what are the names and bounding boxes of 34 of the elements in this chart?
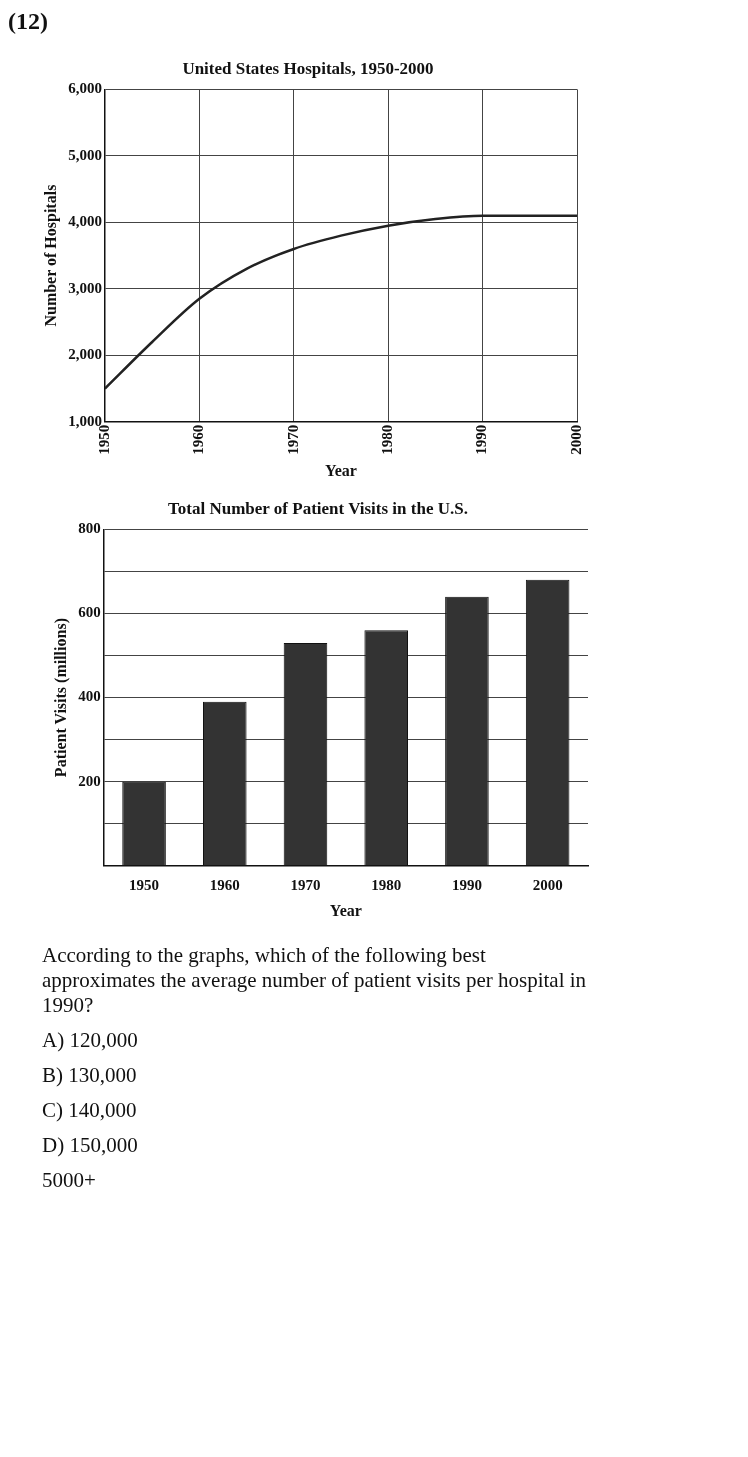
y-tick-label: 6,000 [68,80,102,97]
x-axis-title: Year [324,461,357,479]
y-tick-label: 200 [78,772,101,789]
x-axis-title: Year [329,901,362,919]
x-tick-label: 2000 [532,876,563,893]
y-axis-title: Number of Hospitals [41,184,60,327]
x-tick-label: 1990 [451,876,482,893]
chart-title: Total Number of Patient Visits in the U.S. [168,498,468,518]
x-tick-label: 1970 [290,876,321,893]
text: D) 150,000 [42,1133,139,1158]
x-tick-label: 1970 [284,424,301,455]
y-tick-label: 4,000 [68,213,102,230]
y-tick-label: 2,000 [68,346,102,363]
y-tick-label: 800 [78,520,101,537]
text: (12) [8,8,49,35]
text: C) 140,000 [42,1098,138,1123]
chart-title: United States Hospitals, 1950-2000 [182,58,434,78]
text: 5000+ [42,1168,97,1193]
text: B) 130,000 [42,1063,138,1088]
y-tick-label: 5,000 [68,146,102,163]
line-series [104,214,577,390]
y-tick-label: 600 [78,604,101,621]
y-axis-title: Patient Visits (millions) [51,618,70,778]
x-tick-label: 1990 [473,424,490,455]
text: A) 120,000 [42,1028,139,1053]
x-tick-label: 1980 [371,876,402,893]
y-tick-label: 3,000 [68,279,102,296]
x-tick-label: 2000 [567,424,584,455]
text: According to the graphs, which of the following best approximates the average number of patient visits per hospital in 1990? [42,943,588,1018]
x-tick-label: 1960 [190,424,207,455]
y-tick-label: 400 [78,688,101,705]
x-tick-label: 1960 [209,876,240,893]
x-tick-label: 1980 [379,424,396,455]
x-tick-label: 1950 [129,876,160,893]
